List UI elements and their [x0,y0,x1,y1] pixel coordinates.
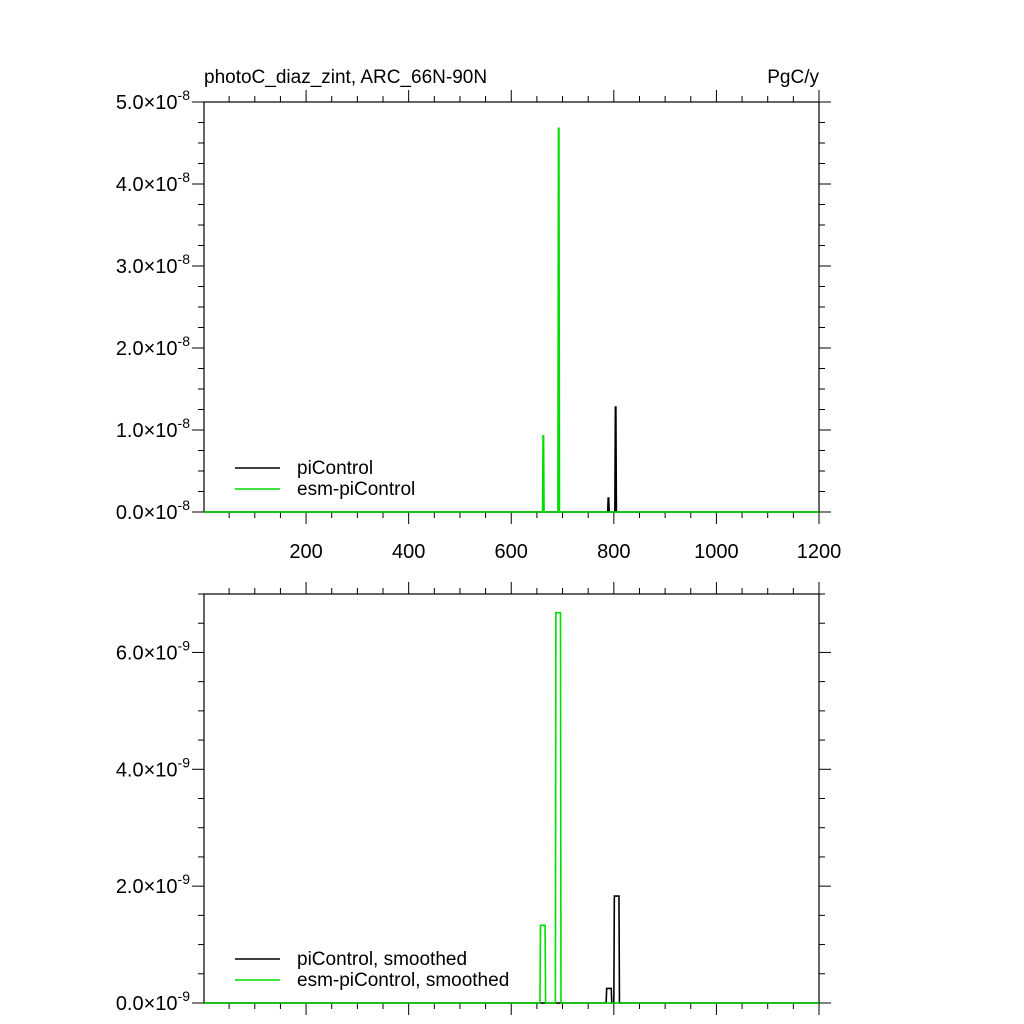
x-tick-label: 1200 [797,541,842,563]
legend-label: esm-piControl, smoothed [297,970,509,991]
plot-frame [203,101,820,513]
figure-units: PgC/y [767,67,819,88]
x-tick-label: 200 [289,541,322,563]
y-tick-label: 6.0×10-9 [116,637,190,664]
series-line [204,127,819,513]
legend-label: esm-piControl [297,479,415,500]
y-tick-label: 0.0×10-8 [116,497,190,524]
figure-title: photoC_diaz_zint, ARC_66N-90N [204,67,487,88]
plot-frame [203,593,820,1004]
y-tick-label: 0.0×10-9 [116,988,190,1015]
y-tick-label: 2.0×10-9 [116,871,190,898]
x-tick-label: 800 [597,541,630,563]
y-tick-label: 1.0×10-8 [116,415,190,442]
y-tick-label: 2.0×10-8 [116,333,190,360]
legend-label: piControl [297,458,373,479]
x-tick-label: 1000 [694,541,739,563]
y-tick-label: 3.0×10-8 [116,251,190,278]
top-panel: 200 400 600 800 1000 1200 0.0×10-8 1.0×10-8 2.0×… [116,87,841,563]
y-tick-label: 4.0×10-8 [116,169,190,196]
series-line [204,611,819,1004]
y-tick-label: 4.0×10-9 [116,754,190,781]
y-tick-label: 5.0×10-8 [116,87,190,114]
x-tick-label: 400 [392,541,425,563]
bottom-panel: 0.0×10-9 2.0×10-9 4.0×10-9 6.0×10-9 piContro… [116,582,831,1015]
legend-label: piControl, smoothed [297,949,467,970]
x-tick-label: 600 [495,541,528,563]
